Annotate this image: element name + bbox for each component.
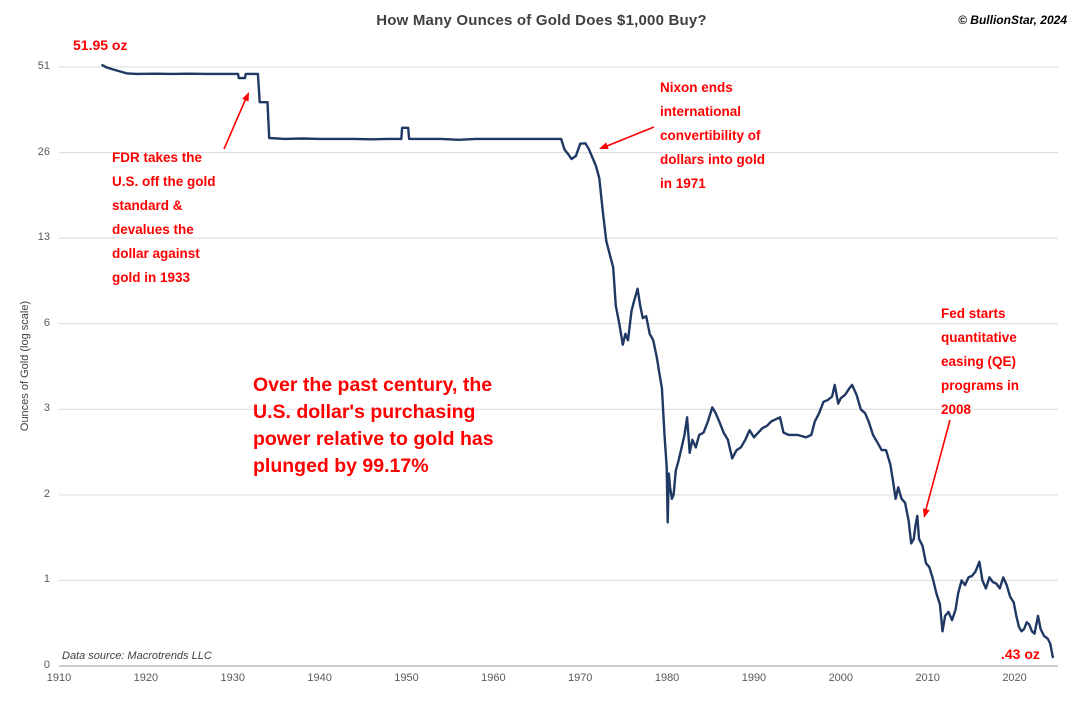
end-value-label: .43 oz (1001, 646, 1040, 662)
annotation-arrows (223, 92, 951, 518)
chart-title: How Many Ounces of Gold Does $1,000 Buy? (376, 12, 707, 29)
qe-arrowhead (922, 508, 930, 518)
fdr-arrowhead (242, 92, 249, 102)
fdr-annotation: FDR takes the U.S. off the gold standard… (112, 150, 216, 285)
nixon-annotation: Nixon ends international convertibility … (660, 80, 765, 191)
copyright-credit: © BullionStar, 2024 (958, 13, 1067, 27)
fdr-arrow (223, 95, 248, 150)
qe-arrow (924, 419, 951, 514)
qe-annotation: Fed starts quantitative easing (QE) prog… (941, 306, 1020, 417)
data-source: Data source: Macrotrends LLC (62, 650, 212, 662)
plot-layer (59, 63, 1058, 667)
nixon-arrowhead (599, 142, 609, 149)
gold-ounces-line (101, 63, 1055, 659)
nixon-arrow (601, 126, 655, 149)
summary-annotation: Over the past century, the U.S. dollar's… (253, 374, 494, 477)
start-value-label: 51.95 oz (73, 37, 128, 53)
